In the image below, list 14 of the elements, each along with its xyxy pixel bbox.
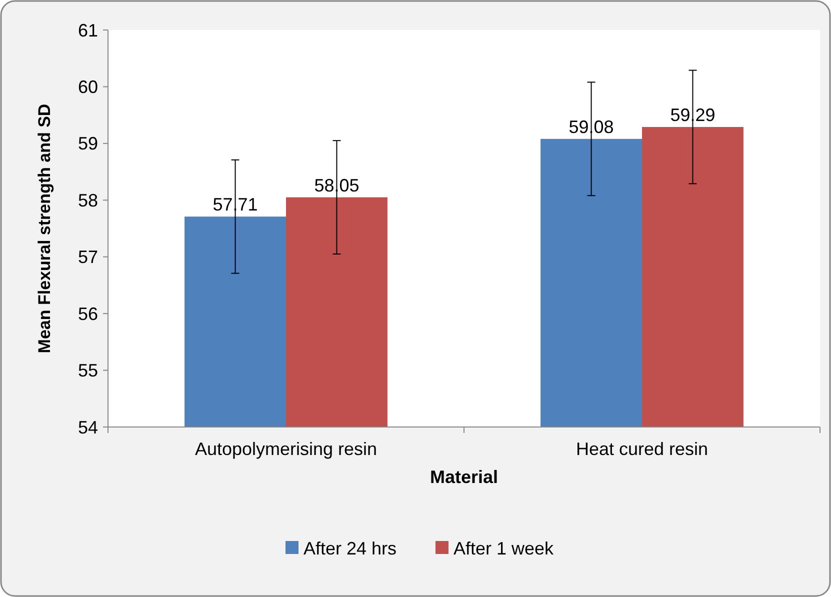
x-tick-label: Autopolymerising resin xyxy=(194,439,378,459)
y-tick-label: 56 xyxy=(78,304,98,324)
x-axis-title: Material xyxy=(430,467,498,487)
legend-label: After 24 hrs xyxy=(304,538,397,558)
y-axis-title: Mean Flexural strength and SD xyxy=(35,104,54,354)
x-tick-label: Heat cured resin xyxy=(576,439,708,459)
y-tick-label: 58 xyxy=(78,190,98,210)
y-tick-label: 54 xyxy=(78,417,98,438)
y-tick-label: 60 xyxy=(78,77,98,98)
y-tick-label: 57 xyxy=(78,247,98,268)
y-tick-label: 61 xyxy=(78,20,98,40)
y-tick-label: 55 xyxy=(78,360,98,381)
legend-label: After 1 week xyxy=(454,538,555,558)
y-tick-label: 59 xyxy=(78,134,98,154)
